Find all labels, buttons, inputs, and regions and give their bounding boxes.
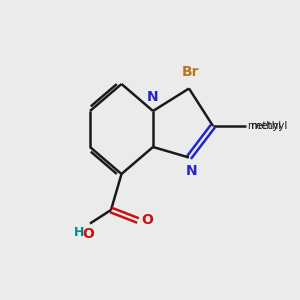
Text: Br: Br bbox=[182, 65, 199, 80]
Text: N: N bbox=[186, 164, 197, 178]
Text: methyl: methyl bbox=[250, 121, 287, 131]
Text: methyl: methyl bbox=[248, 121, 282, 131]
Text: N: N bbox=[147, 90, 159, 104]
Text: O: O bbox=[82, 226, 94, 241]
Text: O: O bbox=[142, 214, 154, 227]
Text: H: H bbox=[74, 226, 84, 239]
